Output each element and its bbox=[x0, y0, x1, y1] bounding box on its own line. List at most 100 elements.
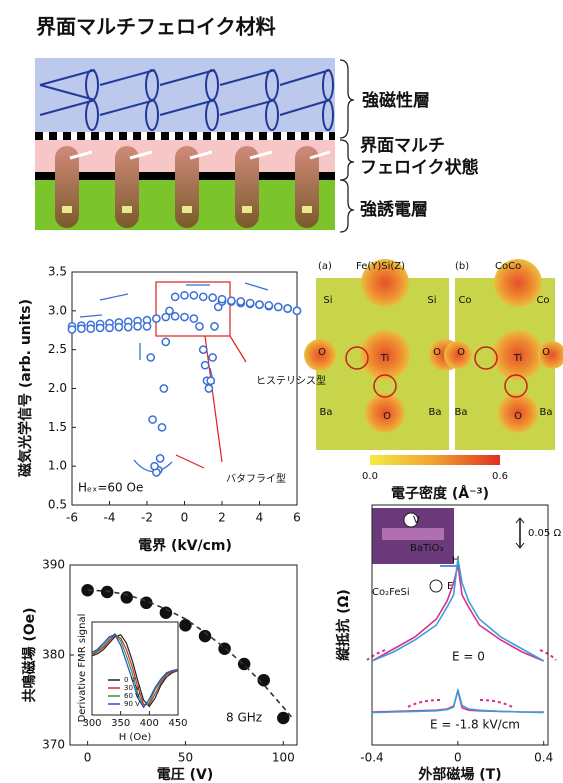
y-axis-label: Derivative FMR signal bbox=[77, 614, 88, 723]
y-tick-label: 0.5 bbox=[48, 498, 67, 512]
data-point bbox=[200, 293, 207, 300]
y-tick-label: 2.0 bbox=[48, 381, 67, 395]
data-point bbox=[151, 463, 158, 470]
x-tick-label: 100 bbox=[272, 751, 295, 765]
x-axis-label: 電界 (kV/cm) bbox=[138, 537, 232, 554]
data-point bbox=[200, 346, 207, 353]
atom-label: Si bbox=[427, 295, 436, 306]
data-point bbox=[172, 293, 179, 300]
atom-label: O bbox=[542, 347, 550, 358]
annotation: BaTiO₃ bbox=[410, 543, 443, 554]
legend-label: 30 V bbox=[124, 684, 140, 692]
annotation: E = -1.8 kV/cm bbox=[430, 718, 520, 732]
data-point bbox=[278, 713, 289, 724]
layer-label: 界面マルチ bbox=[360, 136, 445, 156]
data-point bbox=[87, 325, 94, 332]
annotation: ヒステリシス型 bbox=[256, 374, 326, 387]
data-point bbox=[181, 313, 188, 320]
data-point bbox=[190, 292, 197, 299]
page: 界面マルチフェロイク材料 強磁性層 界面マルチ フェロイク状態 強誘電層 bbox=[0, 0, 563, 783]
x-tick-label: 0.4 bbox=[534, 751, 553, 765]
data-point bbox=[125, 324, 132, 331]
atom-label: Si bbox=[323, 295, 332, 306]
data-point bbox=[247, 299, 254, 306]
y-axis-label: 磁気光学信号 (arb. units) bbox=[17, 299, 34, 477]
x-axis-label: 電圧 (V) bbox=[157, 766, 214, 783]
atom-label: O bbox=[383, 411, 391, 422]
layer-label: 強磁性層 bbox=[362, 90, 430, 111]
annotation: V bbox=[413, 515, 420, 526]
y-tick-label: 1.5 bbox=[48, 420, 67, 434]
colorbar-tick: 0.6 bbox=[492, 471, 508, 482]
x-tick-label: -2 bbox=[141, 511, 153, 525]
atom-label: Ti bbox=[380, 353, 390, 364]
x-tick-label: 50 bbox=[178, 751, 193, 765]
data-point bbox=[256, 301, 263, 308]
data-point bbox=[160, 385, 167, 392]
x-tick-label: -4 bbox=[104, 511, 116, 525]
y-tick-label: 370 bbox=[42, 738, 65, 752]
data-point bbox=[162, 338, 169, 345]
series-line bbox=[372, 691, 544, 712]
legend-label: 90 V bbox=[124, 700, 140, 708]
annotation: E = 0 bbox=[452, 650, 485, 664]
y-axis-label: 縦抵抗 (Ω) bbox=[335, 589, 352, 661]
figure: 界面マルチフェロイク材料 強磁性層 界面マルチ フェロイク状態 強誘電層 bbox=[0, 0, 563, 783]
data-point bbox=[68, 326, 75, 333]
data-point bbox=[102, 587, 113, 598]
panel-tag: (a) bbox=[318, 261, 332, 272]
data-point bbox=[157, 455, 164, 462]
atom-label: Ba bbox=[429, 407, 442, 418]
atom-label: Ti bbox=[513, 353, 523, 364]
data-point bbox=[115, 324, 122, 331]
legend-label: 0 V bbox=[124, 676, 136, 684]
atom-label: O bbox=[433, 347, 441, 358]
data-point bbox=[207, 377, 214, 384]
x-tick-label: 0 bbox=[84, 751, 92, 765]
atom-label: O bbox=[318, 347, 326, 358]
data-point bbox=[265, 302, 272, 309]
panel-title: CoCo bbox=[495, 261, 521, 272]
data-point bbox=[228, 297, 235, 304]
atom-label: Ba bbox=[540, 407, 553, 418]
series-line bbox=[372, 690, 544, 713]
data-point bbox=[202, 362, 209, 369]
y-tick-label: 3.5 bbox=[48, 265, 67, 279]
annotation: Co₂FeSi bbox=[372, 587, 410, 598]
x-axis-label: 外部磁場 (T) bbox=[418, 766, 501, 783]
annotation: Hₑₓ=60 Oe bbox=[78, 481, 143, 495]
annotation: 0.05 Ω bbox=[528, 528, 561, 539]
data-point bbox=[180, 620, 191, 631]
data-point bbox=[218, 296, 225, 303]
data-point bbox=[275, 303, 282, 310]
x-tick-label: 0 bbox=[454, 751, 462, 765]
layer-label: 強誘電層 bbox=[360, 199, 428, 220]
data-point bbox=[134, 323, 141, 330]
density-image bbox=[304, 259, 563, 465]
x-tick-label: 0 bbox=[181, 511, 189, 525]
y-axis-label: 共鳴磁場 (Oe) bbox=[21, 607, 38, 702]
data-point bbox=[237, 298, 244, 305]
y-tick-label: 2.5 bbox=[48, 342, 67, 356]
x-tick-label: -0.4 bbox=[360, 751, 383, 765]
atom-label: Co bbox=[536, 295, 549, 306]
legend-label: 60 V bbox=[124, 692, 140, 700]
data-point bbox=[143, 323, 150, 330]
x-tick-label: 4 bbox=[256, 511, 264, 525]
x-tick-label: 2 bbox=[218, 511, 226, 525]
y-tick-label: 380 bbox=[42, 648, 65, 662]
data-point bbox=[153, 315, 160, 322]
atom-label: O bbox=[514, 411, 522, 422]
data-point bbox=[209, 294, 216, 301]
annotation: バタフライ型 bbox=[226, 472, 286, 485]
colorbar-tick: 0.0 bbox=[362, 471, 378, 482]
hysteresis-decor bbox=[80, 282, 268, 472]
data-point bbox=[196, 323, 203, 330]
data-point bbox=[147, 354, 154, 361]
data-point bbox=[293, 307, 300, 314]
data-point bbox=[205, 385, 212, 392]
data-point bbox=[181, 292, 188, 299]
plot-frame bbox=[72, 272, 297, 505]
data-point bbox=[284, 305, 291, 312]
x-axis-label: H (Oe) bbox=[119, 732, 152, 743]
